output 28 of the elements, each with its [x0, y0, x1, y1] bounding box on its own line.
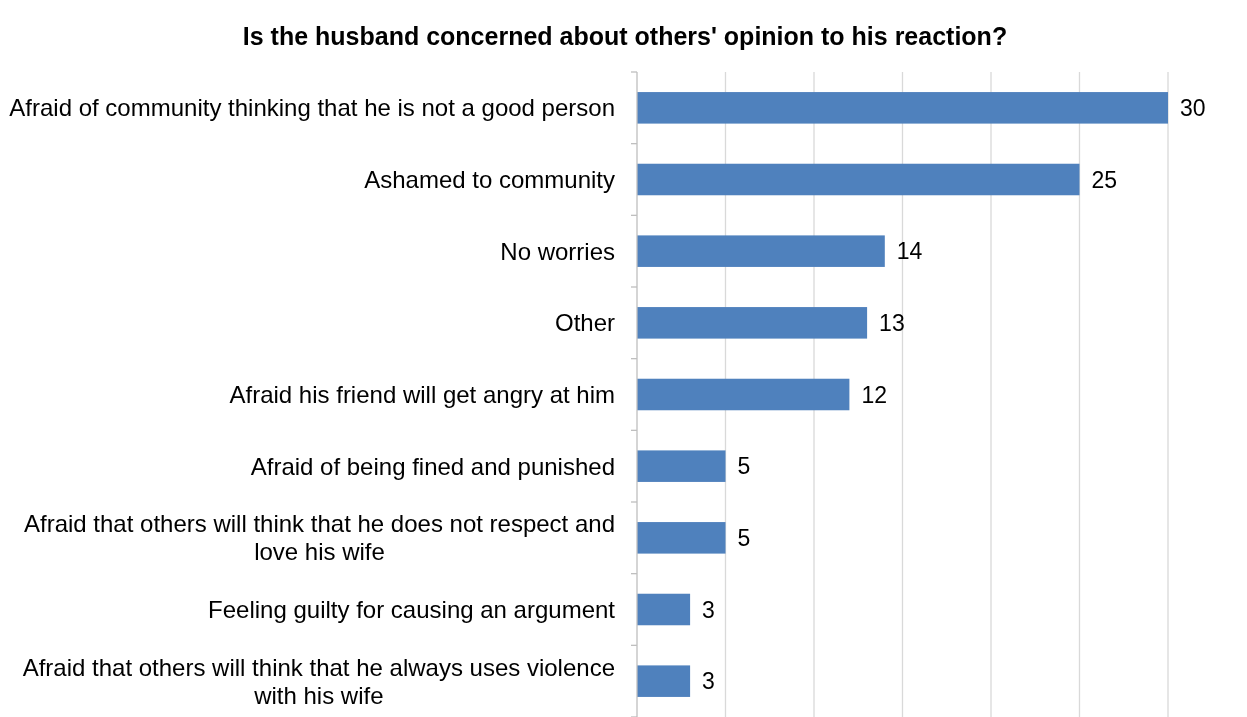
bar — [637, 593, 691, 626]
data-label: 5 — [737, 524, 751, 551]
bar — [637, 307, 868, 339]
y-tick-label: Ashamed to community — [364, 165, 616, 193]
data-label: 12 — [861, 381, 887, 408]
y-tick-label: Afraid that others will think that he does not respect and love his wife — [23, 510, 615, 566]
y-tick-label: Afraid his friend will get angry at him — [229, 380, 615, 408]
y-tick-label: Feeling guilty for causing an argument — [208, 595, 616, 623]
bar — [637, 163, 1080, 196]
bar — [637, 522, 726, 554]
bar — [637, 92, 1168, 124]
y-tick-label: No worries — [500, 237, 616, 265]
bar — [637, 665, 691, 697]
data-label: 30 — [1180, 94, 1206, 121]
y-tick-label: Afraid of being fined and punished — [250, 452, 615, 480]
bar — [637, 235, 885, 267]
y-tick-label: Other — [554, 309, 615, 337]
data-label: 3 — [702, 668, 715, 695]
y-tick-label: Afraid of community thinking that he is not a good person — [9, 94, 615, 122]
data-label: 5 — [737, 453, 751, 480]
bar — [637, 378, 850, 411]
data-label: 14 — [896, 238, 923, 265]
data-label: 13 — [879, 309, 905, 336]
bar — [637, 450, 726, 482]
data-label: 25 — [1091, 166, 1118, 193]
y-tick-label: Afraid that others will think that he always uses violence with his wife — [22, 653, 616, 709]
chart-title: Is the husband concerned about others' opinion to his reaction? — [242, 22, 1008, 50]
data-label: 3 — [702, 596, 715, 623]
